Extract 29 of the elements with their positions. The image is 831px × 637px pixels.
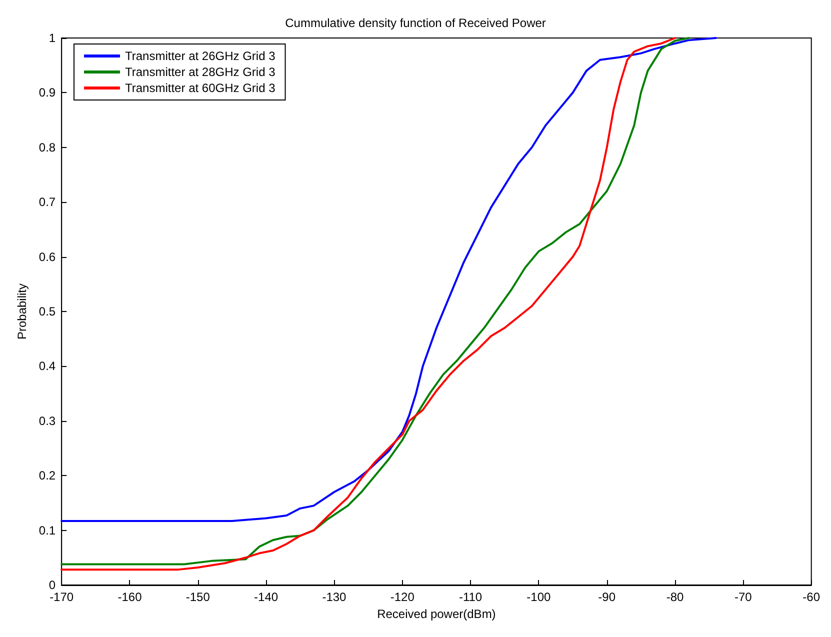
y-tick-label: 0.6	[38, 250, 56, 264]
x-tick-label: -110	[458, 590, 482, 604]
x-tick-label: -150	[186, 590, 210, 604]
y-axis-title: Probability	[15, 283, 29, 340]
x-tick-label: -60	[802, 590, 820, 604]
x-tick-label: -100	[526, 590, 552, 604]
x-tick-label: -90	[598, 590, 616, 604]
x-tick-label: -130	[322, 590, 347, 604]
y-tick-label: 0.9	[38, 86, 56, 100]
x-tick-label: -120	[390, 590, 415, 604]
x-tick-label: -80	[666, 590, 684, 604]
y-tick-label: 0.3	[38, 414, 56, 428]
y-tick-label: 0	[48, 578, 56, 592]
y-tick-label: 0.5	[38, 304, 56, 318]
y-tick-label: 0.7	[38, 195, 56, 210]
y-tick-label: 0.1	[38, 523, 56, 538]
x-tick-label: -70	[734, 590, 752, 604]
y-tick-label: 1	[48, 31, 56, 45]
legend-label: Transmitter at 60GHz Grid 3	[125, 81, 276, 95]
chart-title: Cummulative density function of Received Power	[285, 16, 546, 30]
x-tick-label: -160	[118, 590, 142, 604]
y-tick-label: 0.4	[38, 359, 56, 374]
x-axis-title: Received power(dBm)	[377, 606, 496, 621]
legend-label: Transmitter at 28GHz Grid 3	[125, 65, 276, 79]
y-tick-label: 0.2	[38, 468, 56, 483]
x-tick-label: -170	[50, 590, 74, 604]
legend-label: Transmitter at 26GHz Grid 3	[125, 49, 276, 63]
y-tick-label: 0.8	[38, 140, 56, 154]
x-tick-label: -140	[254, 590, 278, 604]
